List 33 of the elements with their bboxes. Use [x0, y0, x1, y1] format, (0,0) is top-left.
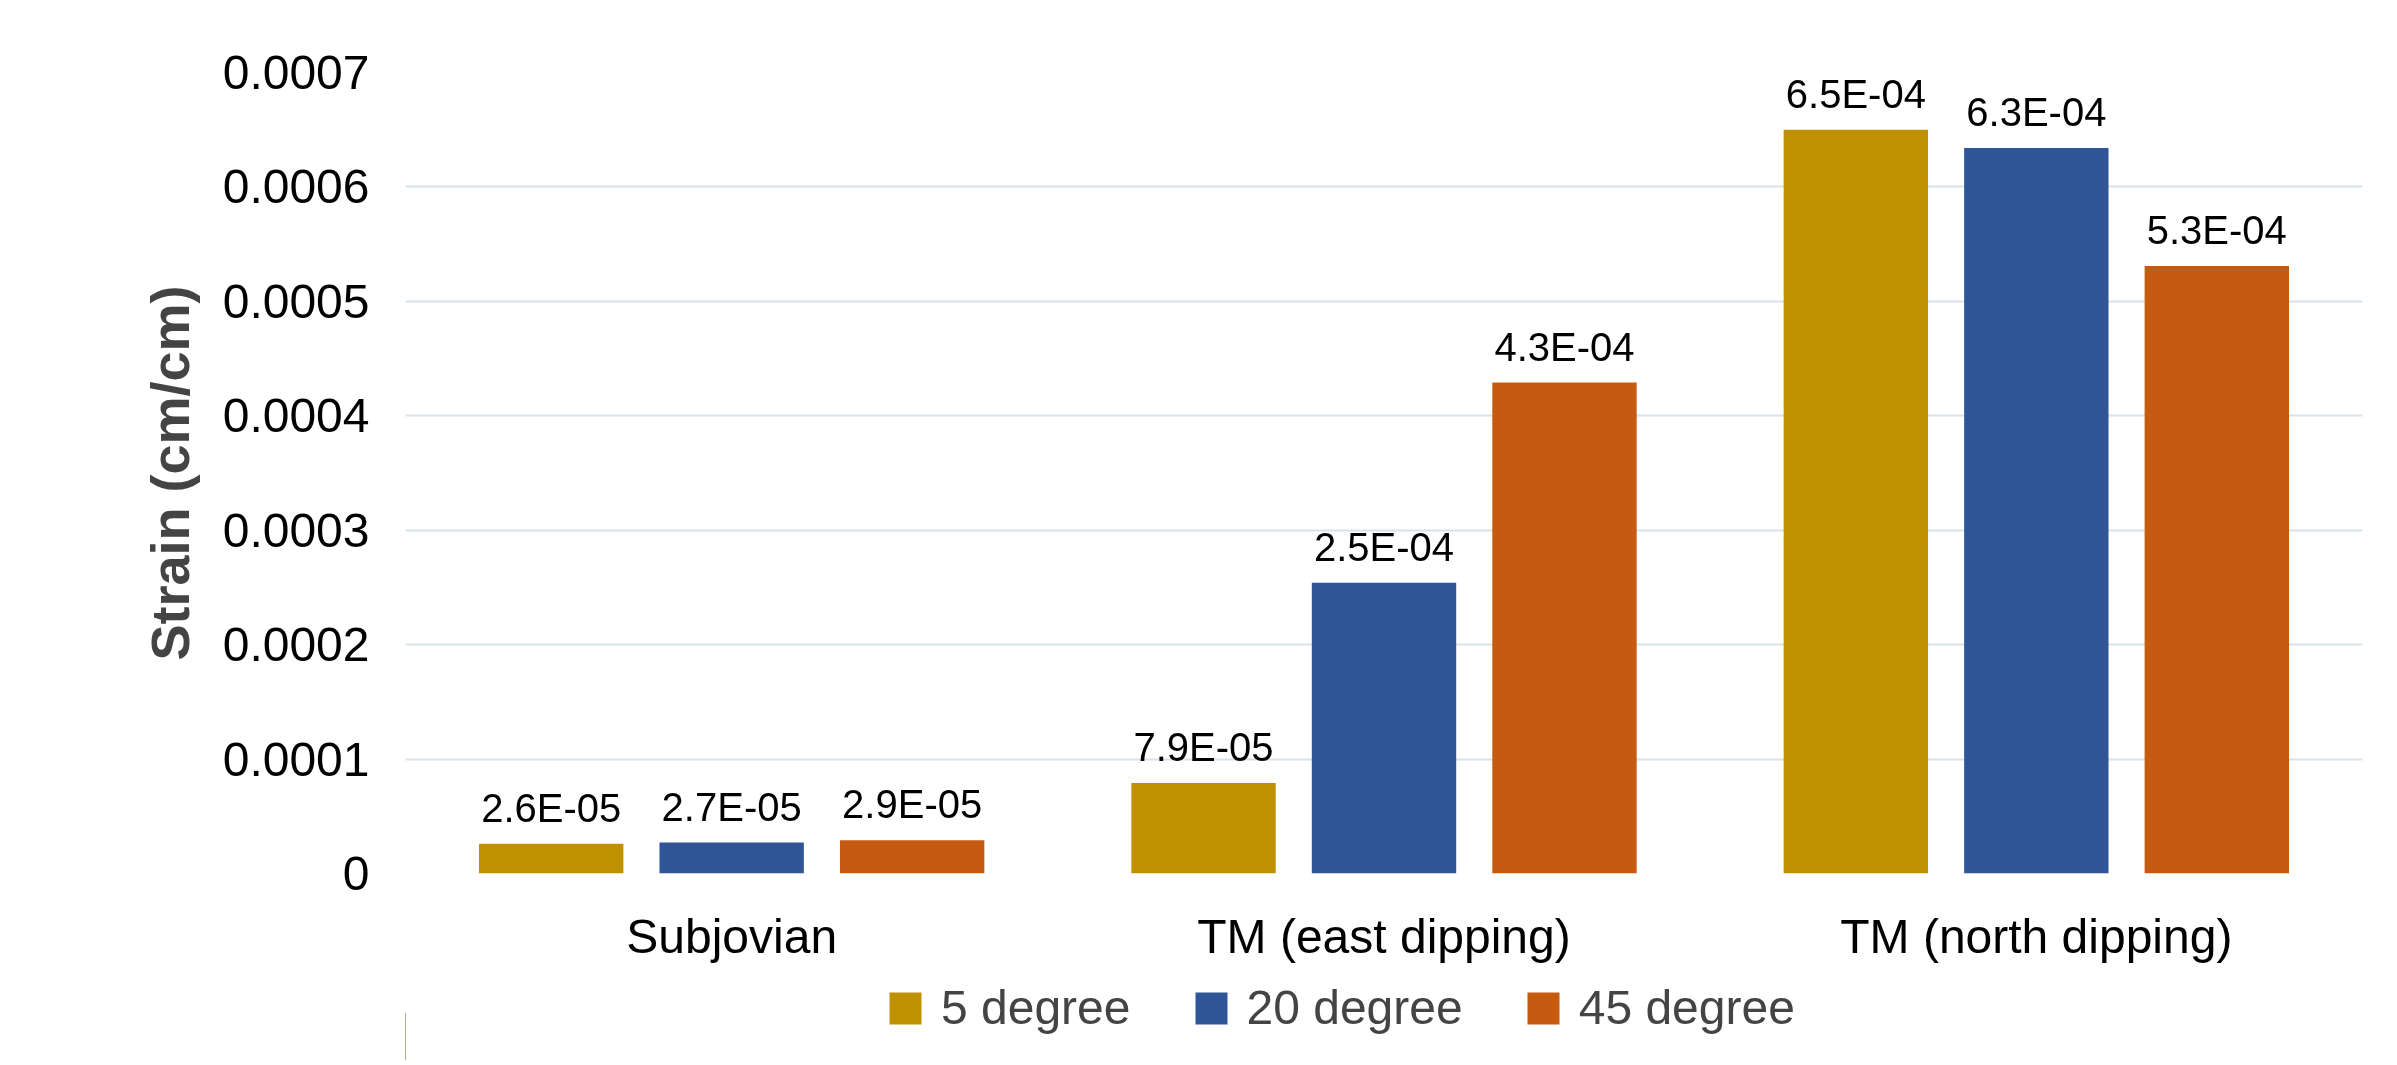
- bar: [479, 843, 624, 874]
- data-label: 6.3E-04: [1966, 90, 2107, 135]
- bar: [659, 842, 804, 874]
- legend-label: 5 degree: [941, 980, 1131, 1035]
- data-label: 2.7E-05: [661, 784, 802, 829]
- data-label: 2.6E-05: [481, 785, 622, 830]
- data-label: 5.3E-04: [2146, 207, 2287, 252]
- x-tick-label: TM (north dipping): [1840, 909, 2233, 963]
- legend-label: 20 degree: [1246, 980, 1463, 1035]
- data-label: 7.9E-05: [1133, 725, 1274, 770]
- y-tick-label: 0: [342, 847, 370, 900]
- bar: [839, 840, 985, 874]
- y-tick-label: 0.0003: [222, 503, 370, 557]
- y-tick-label: 0.0005: [222, 274, 370, 328]
- y-axis-title: Strain (cm/cm): [139, 285, 200, 661]
- y-tick-label: 0.0004: [222, 389, 370, 443]
- bar: [1311, 582, 1457, 874]
- y-tick-label: 0.0001: [222, 732, 370, 786]
- bar: [1492, 382, 1637, 874]
- y-tick-label: 0.0006: [222, 160, 370, 214]
- bar: [1964, 148, 2109, 874]
- y-tick-label: 0.0002: [222, 618, 370, 672]
- data-label: 2.5E-04: [1313, 524, 1455, 569]
- bar: [1131, 783, 1276, 874]
- data-label: 6.5E-04: [1785, 71, 1926, 116]
- x-tick-label: Subjovian: [626, 909, 838, 963]
- x-tick-label: TM (east dipping): [1197, 909, 1571, 963]
- bar: [2144, 265, 2289, 874]
- data-label: 2.9E-05: [842, 782, 983, 827]
- bar: [1783, 129, 1929, 874]
- y-tick-label: 0.0007: [222, 46, 370, 99]
- legend-label: 45 degree: [1578, 980, 1795, 1035]
- data-label: 4.3E-04: [1494, 324, 1635, 369]
